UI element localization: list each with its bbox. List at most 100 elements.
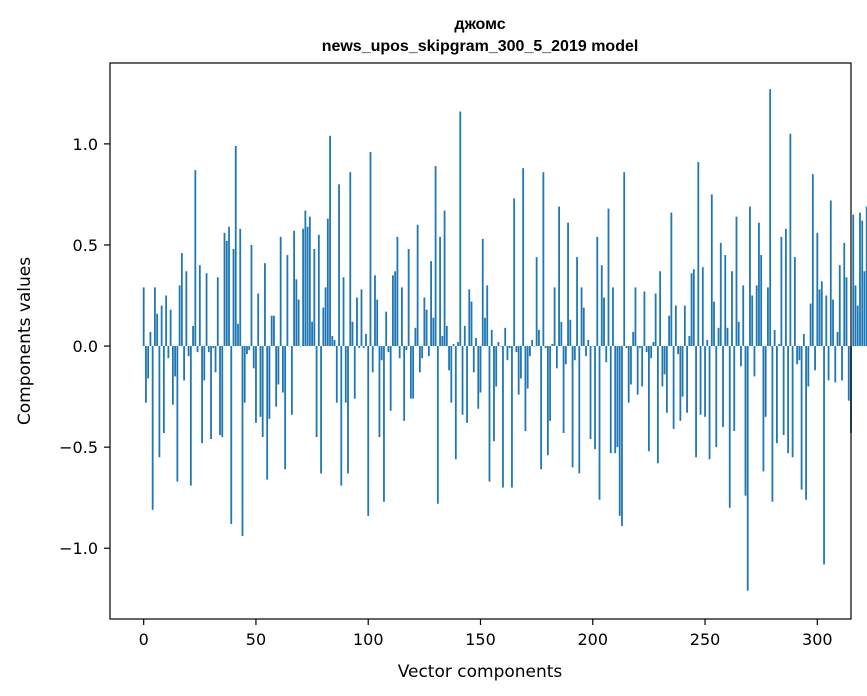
bar-240 (681, 346, 684, 397)
bar-289 (791, 346, 794, 458)
bar-280 (771, 346, 774, 502)
bar-71 (302, 228, 305, 347)
bar-94 (353, 346, 356, 399)
bar-172 (529, 346, 531, 357)
bar-141 (459, 111, 462, 347)
bar-119 (409, 346, 412, 399)
bar-140 (457, 342, 459, 347)
bar-42 (237, 323, 239, 347)
bar-91 (347, 346, 349, 474)
bar-122 (416, 224, 419, 347)
bar-82 (326, 218, 329, 347)
bar-283 (778, 344, 781, 347)
bar-3 (149, 331, 152, 347)
bar-41 (234, 145, 237, 347)
bar-255 (715, 346, 718, 448)
bar-311 (841, 346, 843, 381)
y-tick-label: −0.5 (59, 438, 98, 457)
bar-313 (845, 277, 848, 347)
bar-132 (439, 236, 441, 347)
bar-232 (663, 346, 666, 375)
bar-242 (686, 346, 688, 413)
bar-59 (275, 346, 278, 407)
bar-147 (472, 346, 475, 373)
bar-239 (679, 346, 682, 421)
bar-29 (207, 346, 210, 353)
bar-136 (448, 346, 450, 371)
bar-75 (311, 321, 313, 347)
bar-270 (749, 206, 751, 347)
bar-247 (697, 162, 700, 347)
y-axis-ticks: 1.0 0.5 0.0 −0.5 −1.0 (59, 135, 110, 558)
bar-204 (600, 265, 603, 347)
bar-260 (726, 327, 729, 347)
bar-299 (814, 346, 816, 371)
bar-256 (717, 327, 720, 347)
bar-21 (189, 346, 192, 486)
bar-34 (219, 346, 221, 436)
bar-274 (758, 222, 760, 347)
bar-134 (443, 210, 446, 347)
x-axis-ticks: 0 50 100 150 200 250 300 (139, 619, 833, 649)
bar-143 (463, 325, 466, 347)
bar-18 (183, 346, 185, 381)
bar-80 (322, 307, 325, 347)
bar-87 (338, 184, 340, 347)
bar-320 (861, 220, 864, 347)
bar-30 (210, 346, 212, 440)
bar-152 (484, 317, 486, 347)
bar-213 (621, 346, 623, 526)
bar-15 (176, 346, 179, 482)
bar-90 (344, 346, 347, 403)
bar-6 (156, 313, 159, 347)
bar-146 (470, 301, 473, 347)
bar-189 (567, 222, 569, 347)
bar-53 (261, 346, 264, 438)
bar-1 (145, 346, 147, 403)
bar-157 (495, 346, 498, 387)
bar-322 (865, 206, 867, 347)
bar-131 (436, 346, 439, 504)
bar-253 (710, 194, 713, 347)
bar-193 (576, 257, 578, 347)
bar-238 (677, 346, 679, 355)
bar-197 (585, 346, 587, 357)
bar-54 (264, 263, 266, 347)
x-tick-label: 100 (353, 630, 384, 649)
bar-173 (531, 339, 534, 347)
bar-178 (542, 172, 545, 347)
bar-182 (551, 344, 554, 347)
bar-209 (612, 287, 614, 347)
bar-31 (212, 346, 215, 349)
bar-46 (246, 346, 248, 355)
bar-263 (733, 346, 736, 431)
bar-183 (553, 287, 556, 347)
bar-231 (661, 346, 664, 387)
y-tick-label: −1.0 (59, 539, 98, 558)
bar-93 (351, 321, 354, 347)
bar-300 (816, 232, 819, 347)
bar-138 (452, 344, 455, 347)
bar-153 (486, 285, 489, 347)
bar-38 (228, 226, 230, 347)
bar-218 (632, 331, 635, 347)
bar-66 (290, 346, 293, 415)
bar-102 (371, 346, 374, 373)
bar-64 (286, 255, 289, 347)
bar-211 (616, 346, 619, 448)
bar-24 (196, 346, 199, 353)
bar-22 (192, 325, 194, 347)
bar-12 (169, 309, 172, 347)
x-tick-label: 300 (802, 630, 833, 649)
bar-191 (571, 346, 574, 468)
bar-175 (535, 257, 538, 347)
bar-296 (807, 346, 810, 387)
bar-228 (654, 293, 657, 347)
bar-201 (594, 346, 596, 450)
bar-36 (223, 232, 226, 347)
bar-154 (488, 346, 491, 482)
bar-302 (820, 281, 823, 347)
bar-148 (475, 337, 477, 347)
bar-184 (555, 346, 558, 369)
bar-125 (423, 297, 426, 347)
